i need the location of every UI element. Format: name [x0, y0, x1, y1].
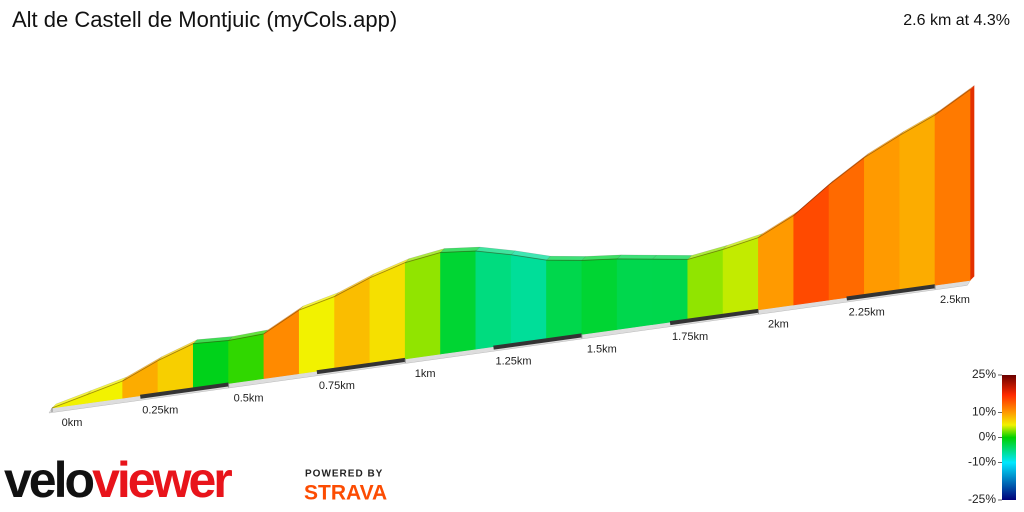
- x-tick-label: 0.5km: [234, 392, 264, 404]
- x-tick-label: 1km: [415, 368, 436, 380]
- x-tick-label: 0km: [62, 417, 83, 429]
- gradient-segment: [546, 259, 583, 340]
- gradient-segment: [192, 340, 229, 389]
- gradient-segment: [616, 258, 653, 330]
- gradient-segment: [440, 250, 477, 355]
- logo-text: velo: [4, 452, 94, 508]
- gradient-segment: [687, 248, 724, 320]
- gradient-segment: [334, 277, 371, 370]
- distance-band: [846, 284, 936, 301]
- distance-band: [316, 357, 406, 375]
- gradient-segment: [369, 262, 406, 365]
- chart-title: Alt de Castell de Montjuic (myCols.app): [12, 7, 397, 32]
- x-tick-label: 2.5km: [940, 294, 970, 306]
- gradient-segment: [722, 237, 759, 316]
- x-tick-label: 0.75km: [319, 380, 355, 392]
- gradient-segment: [934, 88, 971, 286]
- chart-subtitle: 2.6 km at 4.3%: [903, 12, 1010, 29]
- x-tick-label: 2.25km: [849, 306, 885, 318]
- gradient-segment: [864, 134, 900, 296]
- gradient-segment: [122, 360, 159, 399]
- gradient-segment: [828, 156, 865, 301]
- strava-logo: STRAVA: [304, 482, 387, 505]
- gradient-segment: [899, 114, 936, 291]
- gradient-segment: [510, 254, 547, 345]
- distance-band: [669, 308, 759, 326]
- color-scale-label: 0%: [979, 430, 997, 444]
- x-tick-label: 1.75km: [672, 331, 708, 343]
- distance-band: [493, 333, 583, 350]
- x-tick-label: 0.25km: [142, 405, 178, 417]
- color-scale-bar: [1002, 375, 1016, 500]
- gradient-segment: [758, 214, 795, 311]
- gradient-segment: [793, 184, 830, 306]
- gradient-segment: [652, 258, 689, 325]
- end-face: [970, 85, 975, 281]
- color-scale-label: -10%: [968, 455, 996, 469]
- x-tick-label: 2km: [768, 319, 789, 331]
- distance-band: [140, 382, 229, 399]
- x-tick-label: 1.25km: [495, 356, 531, 368]
- gradient-segment: [581, 258, 618, 335]
- gradient-segment: [404, 252, 441, 360]
- color-scale-label: -25%: [968, 492, 996, 506]
- color-scale-label: 25%: [972, 367, 996, 381]
- gradient-segment: [263, 309, 300, 379]
- color-scale-label: 10%: [972, 405, 996, 419]
- gradient-segment: [475, 250, 512, 350]
- x-tick-label: 1.5km: [587, 343, 617, 355]
- logo: veloviewer: [4, 452, 232, 508]
- powered-by: POWERED BY: [305, 469, 383, 480]
- logo-text-accent: viewer: [92, 452, 232, 508]
- profile-outline: [51, 89, 971, 409]
- gradient-segment: [228, 333, 265, 384]
